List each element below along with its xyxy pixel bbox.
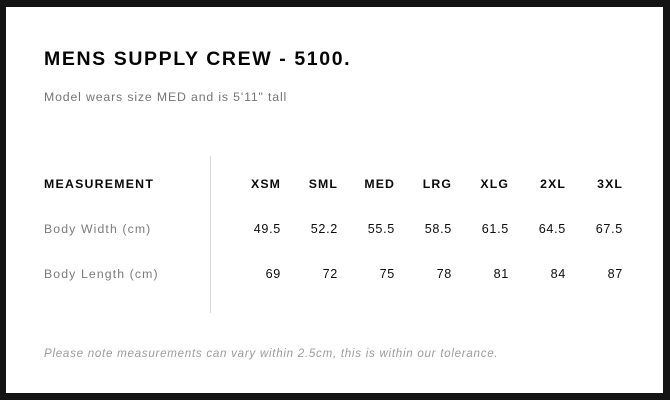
column-header-size-xsm: XSM xyxy=(251,177,281,191)
cell-body-length-2xl: 84 xyxy=(550,267,566,281)
column-header-size-2xl: 2XL xyxy=(540,177,566,191)
page-title: MENS SUPPLY CREW - 5100. xyxy=(44,48,352,70)
table-row: Body Width (cm) 49.5 52.2 55.5 58.5 61.5… xyxy=(6,216,663,242)
cell-body-length-lrg: 78 xyxy=(436,267,452,281)
cell-body-length-med: 75 xyxy=(379,267,395,281)
table-header-row: MEASUREMENT XSM SML MED LRG XLG 2XL 3XL xyxy=(6,171,663,197)
cell-body-width-2xl: 64.5 xyxy=(538,222,566,236)
cell-body-length-xsm: 69 xyxy=(265,267,281,281)
cell-body-length-3xl: 87 xyxy=(607,267,623,281)
table-row: Body Length (cm) 69 72 75 78 81 84 87 xyxy=(6,261,663,287)
row-cells-body-length: 69 72 75 78 81 84 87 xyxy=(224,261,638,287)
cell-body-width-xsm: 49.5 xyxy=(253,222,281,236)
cell-body-width-med: 55.5 xyxy=(367,222,395,236)
model-fit-note: Model wears size MED and is 5'11" tall xyxy=(44,90,288,104)
tolerance-note: Please note measurements can vary within… xyxy=(44,347,499,360)
row-label-body-width: Body Width (cm) xyxy=(44,222,152,236)
header-size-cells: XSM SML MED LRG XLG 2XL 3XL xyxy=(224,171,638,197)
column-header-size-lrg: LRG xyxy=(422,177,452,191)
column-header-measurement: MEASUREMENT xyxy=(44,177,155,191)
cell-body-width-sml: 52.2 xyxy=(310,222,338,236)
cell-body-width-lrg: 58.5 xyxy=(424,222,452,236)
column-header-size-med: MED xyxy=(364,177,395,191)
size-chart-content: MENS SUPPLY CREW - 5100. Model wears siz… xyxy=(6,7,663,393)
cell-body-length-sml: 72 xyxy=(322,267,338,281)
column-header-size-xlg: XLG xyxy=(480,177,509,191)
row-label-body-length: Body Length (cm) xyxy=(44,267,159,281)
column-header-size-sml: SML xyxy=(308,177,338,191)
cell-body-width-xlg: 61.5 xyxy=(481,222,509,236)
cell-body-width-3xl: 67.5 xyxy=(595,222,623,236)
column-header-size-3xl: 3XL xyxy=(597,177,623,191)
table-vertical-divider xyxy=(210,156,211,313)
cell-body-length-xlg: 81 xyxy=(493,267,509,281)
row-cells-body-width: 49.5 52.2 55.5 58.5 61.5 64.5 67.5 xyxy=(224,216,638,242)
